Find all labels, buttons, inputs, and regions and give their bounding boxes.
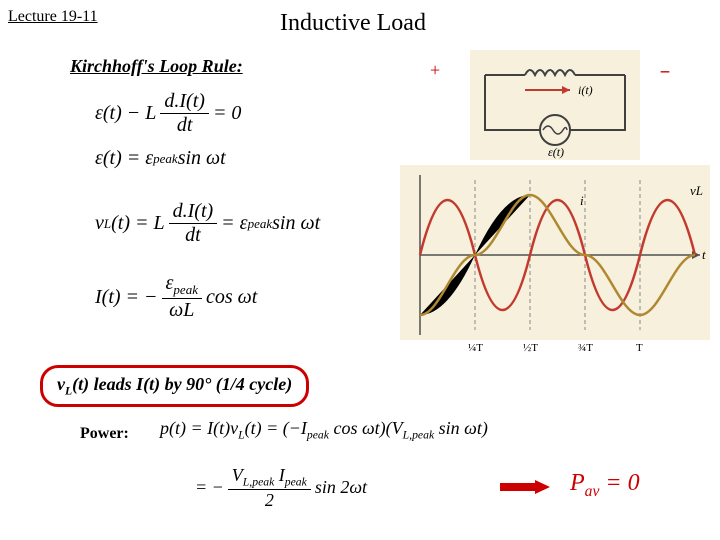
svg-text:i: i [580,193,584,208]
plus-label: + [430,60,440,81]
circuit-diagram: i(t) ε(t) [470,50,640,160]
kirchhoff-heading: Kirchhoff's Loop Rule: [70,56,243,77]
equations-block: ε(t) − L d.I(t)dt = 0 ε(t) = εpeak sin ω… [95,90,320,332]
waveform-plot: vL i t ¼T ½T ¾T T [400,165,710,355]
power-label: Power: [80,425,129,443]
leads-callout: vL(t) leads I(t) by 90° (1/4 cycle) [40,365,309,407]
svg-text:T: T [636,342,643,354]
eq-2: ε(t) = εpeak sin ωt [95,147,320,170]
page-title: Inductive Load [280,10,426,37]
eq-4: I(t) = − εpeakωL cos ωt [95,272,320,322]
power-eq-1: p(t) = I(t)vL(t) = (−Ipeak cos ωt)(VL,pe… [160,418,488,442]
svg-text:¼T: ¼T [468,342,483,354]
eq-3: vL(t) = L d.I(t)dt = εpeak sin ωt [95,200,320,247]
minus-label: -- [660,60,668,81]
implies-arrow-icon [500,480,550,494]
svg-text:ε(t): ε(t) [548,145,564,159]
svg-text:¾T: ¾T [578,342,593,354]
eq-1: ε(t) − L d.I(t)dt = 0 [95,90,320,137]
svg-text:t: t [702,247,706,262]
power-eq-2: = − VL,peak Ipeak 2 sin 2ωt [195,465,367,511]
svg-text:i(t): i(t) [578,83,593,97]
pav-result: Pav = 0 [570,470,640,501]
svg-text:½T: ½T [523,342,538,354]
lecture-label: Lecture 19-11 [8,8,98,26]
svg-text:vL: vL [690,183,703,198]
